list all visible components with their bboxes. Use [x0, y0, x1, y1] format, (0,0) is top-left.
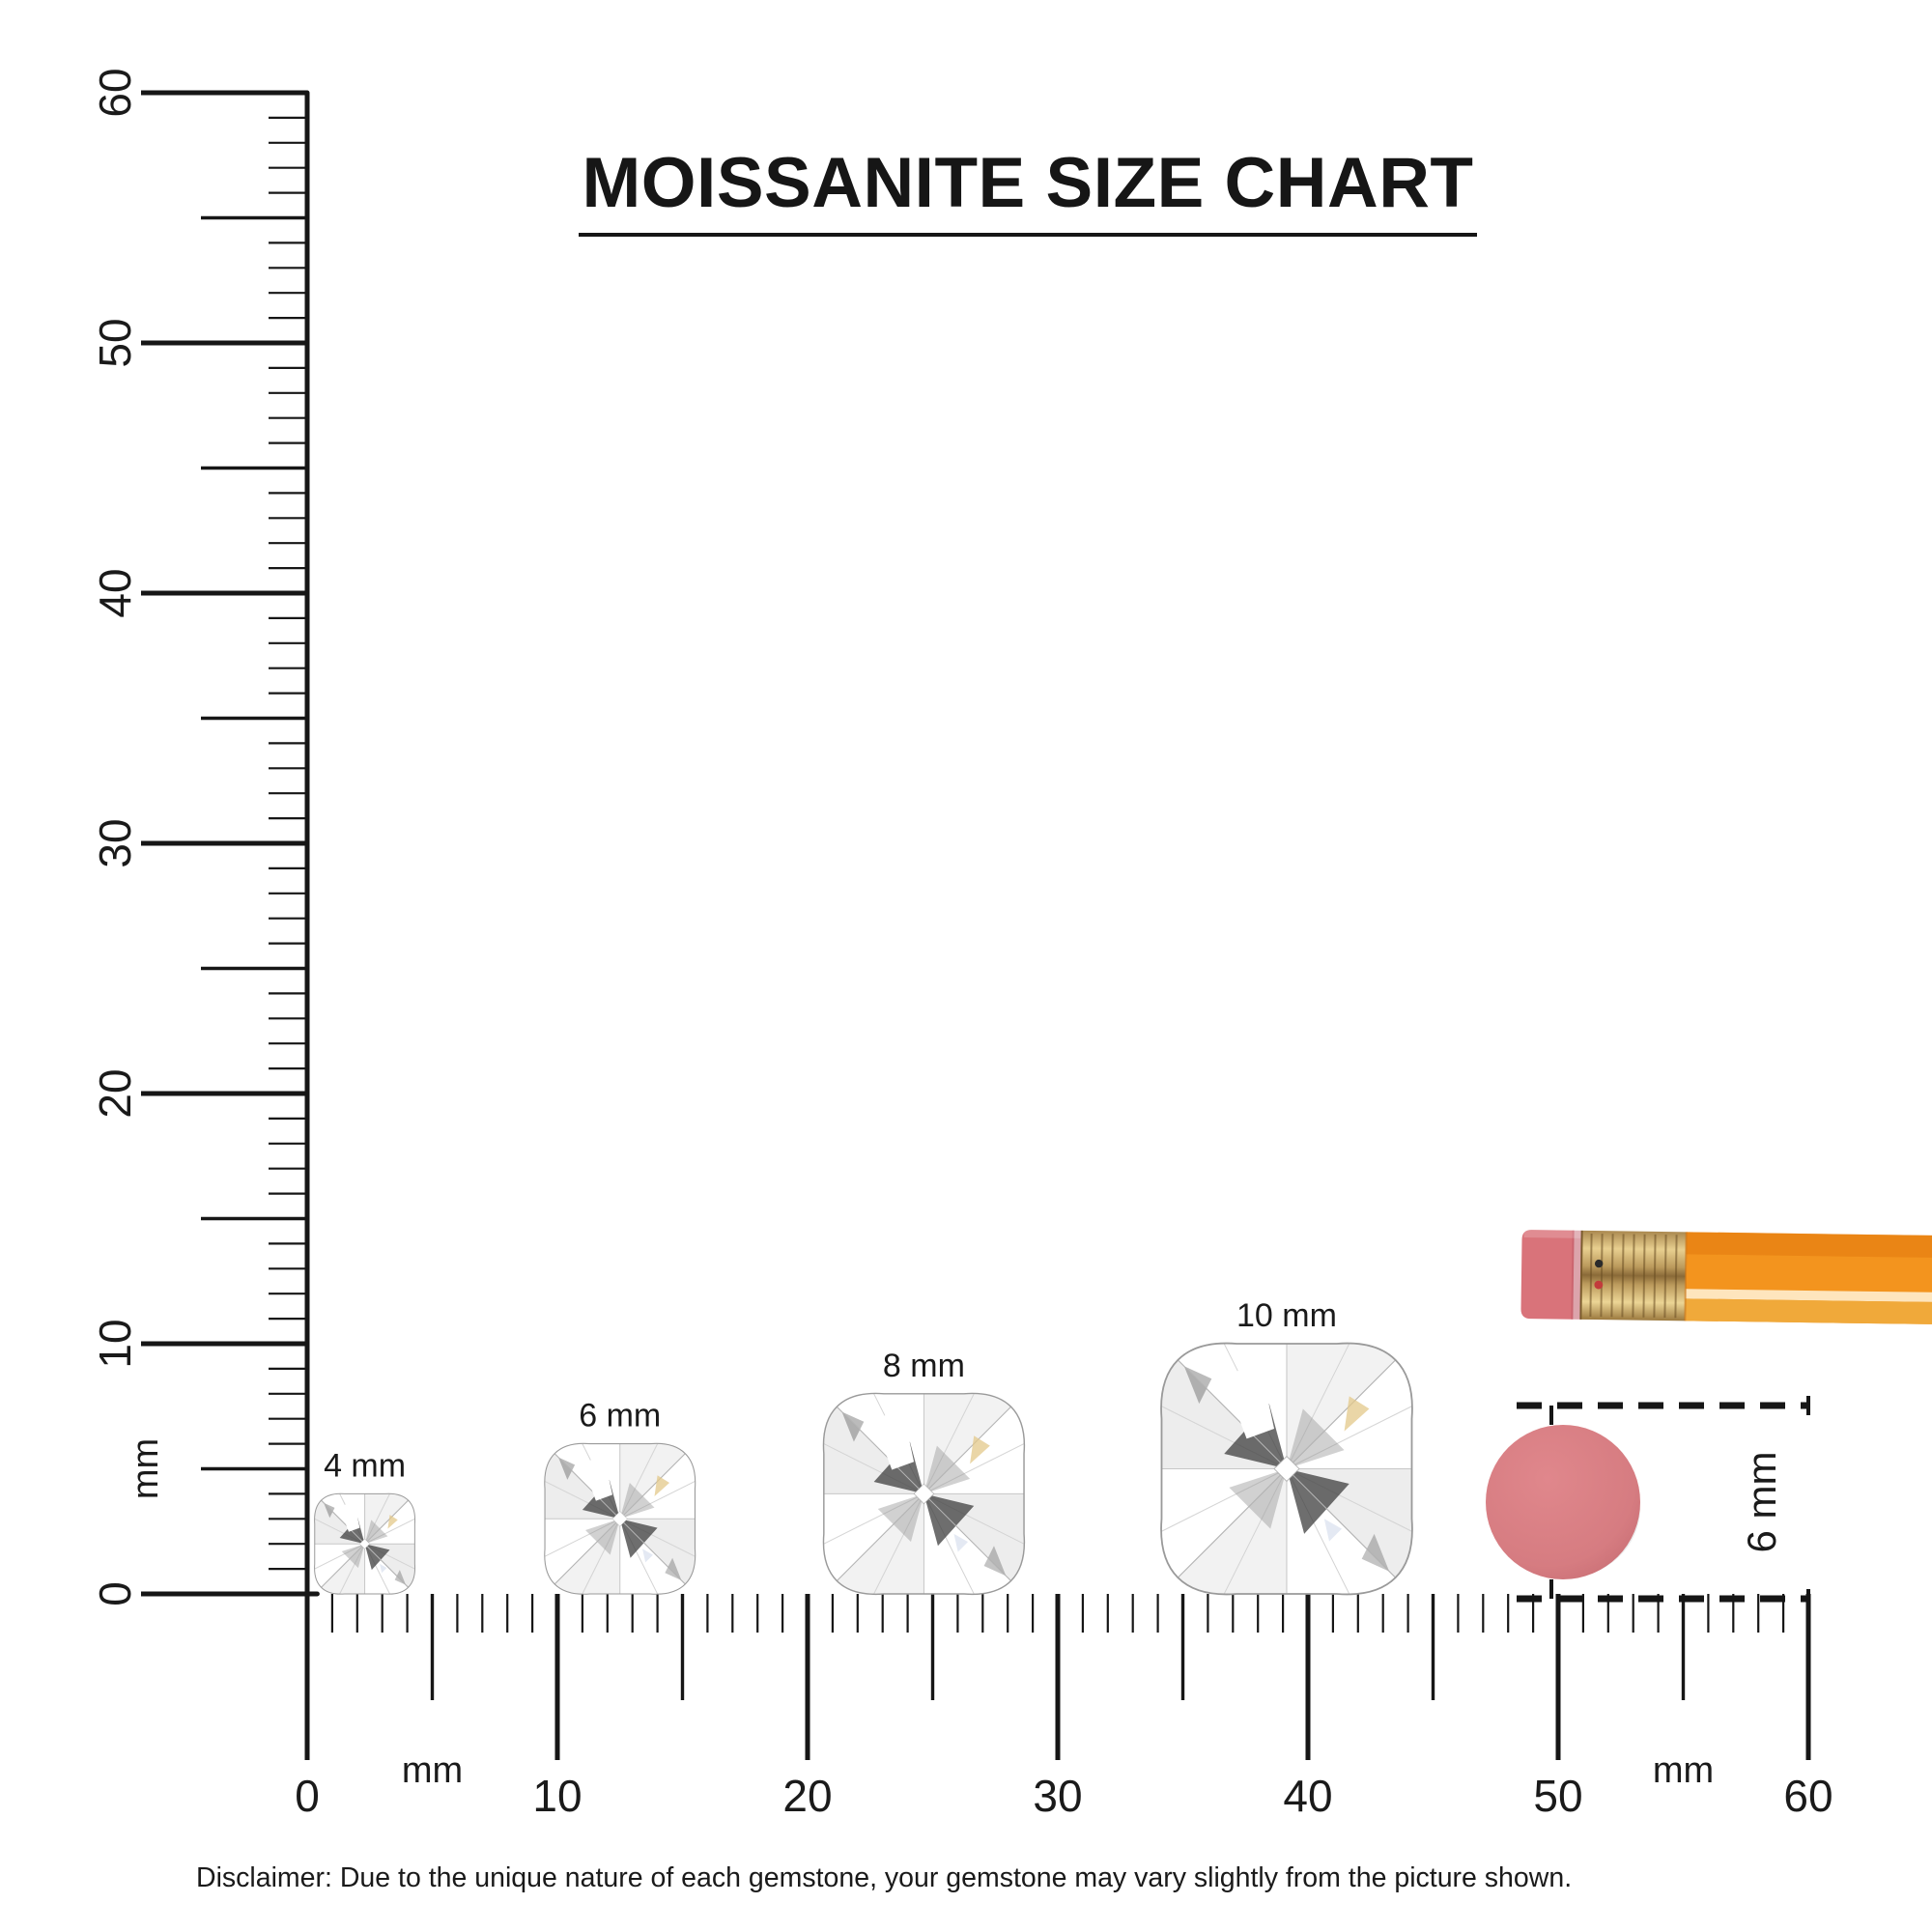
svg-text:20: 20	[782, 1771, 832, 1821]
svg-text:MOISSANITE SIZE CHART: MOISSANITE SIZE CHART	[582, 144, 1473, 222]
svg-text:30: 30	[1033, 1771, 1082, 1821]
svg-text:Disclaimer: Due to the unique: Disclaimer: Due to the unique nature of …	[196, 1862, 1572, 1893]
svg-text:40: 40	[1283, 1771, 1332, 1821]
svg-text:20: 20	[90, 1068, 140, 1118]
svg-text:6 mm: 6 mm	[1739, 1452, 1784, 1553]
svg-text:0: 0	[90, 1581, 140, 1606]
svg-text:10: 10	[90, 1319, 140, 1368]
svg-text:mm: mm	[402, 1750, 463, 1791]
svg-text:4 mm: 4 mm	[324, 1447, 406, 1484]
svg-text:30: 30	[90, 818, 140, 867]
svg-text:10 mm: 10 mm	[1236, 1297, 1337, 1334]
svg-text:60: 60	[90, 68, 140, 117]
svg-text:40: 40	[90, 568, 140, 617]
svg-text:8 mm: 8 mm	[883, 1348, 965, 1384]
svg-text:50: 50	[90, 318, 140, 367]
svg-text:50: 50	[1533, 1771, 1582, 1821]
svg-text:0: 0	[295, 1771, 320, 1821]
svg-text:60: 60	[1783, 1771, 1833, 1821]
svg-text:10: 10	[532, 1771, 582, 1821]
svg-text:mm: mm	[1653, 1750, 1714, 1791]
svg-text:6 mm: 6 mm	[579, 1398, 661, 1435]
svg-text:mm: mm	[126, 1438, 166, 1499]
